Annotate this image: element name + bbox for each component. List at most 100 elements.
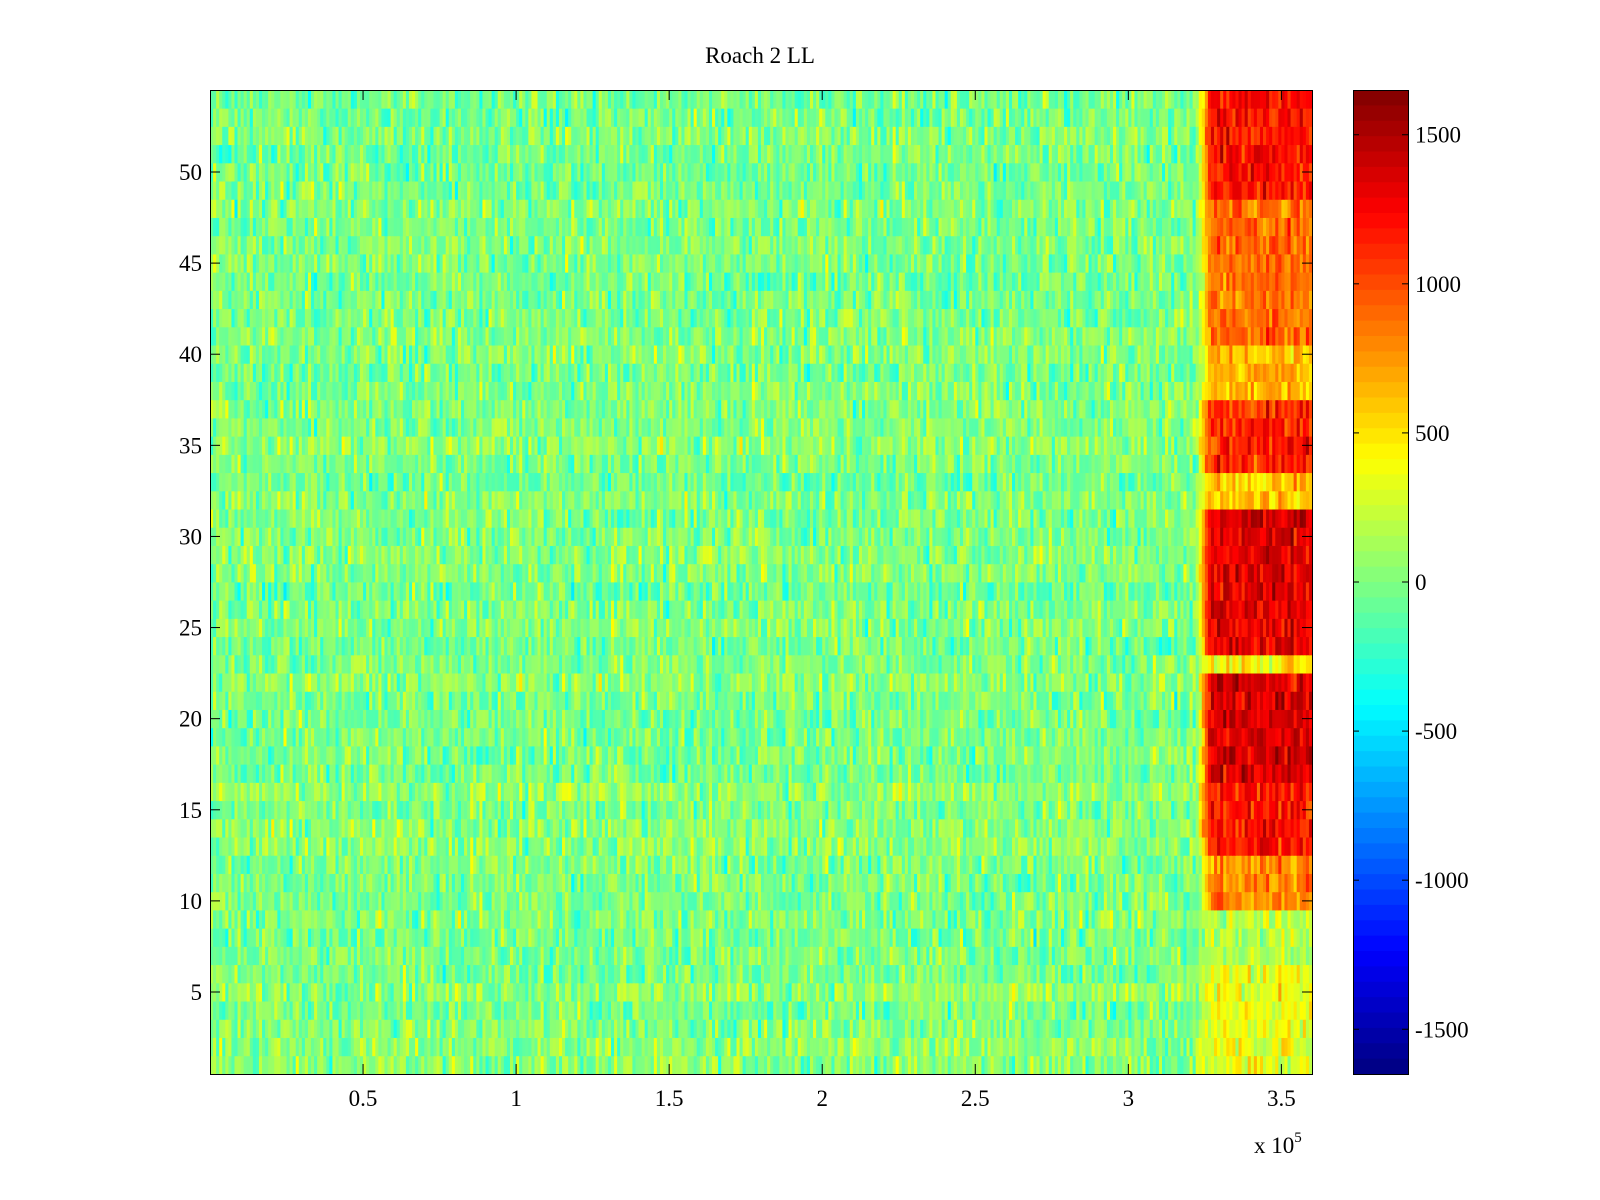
heatmap-cell — [280, 964, 285, 984]
heatmap-cell — [1229, 1037, 1234, 1057]
heatmap-cell — [439, 982, 444, 1002]
heatmap-cell — [681, 928, 686, 947]
heatmap-cell — [402, 1001, 407, 1020]
heatmap-cell — [947, 1019, 952, 1038]
heatmap-cell — [1097, 1055, 1102, 1075]
heatmap-cell — [1226, 982, 1230, 1002]
heatmap-cell — [255, 1037, 260, 1057]
heatmap-cell — [681, 837, 686, 856]
heatmap-cell — [326, 873, 330, 893]
heatmap-cell — [237, 855, 242, 874]
heatmap-cell — [1223, 891, 1227, 911]
heatmap-cell — [598, 1055, 603, 1075]
heatmap-cell — [1189, 891, 1194, 911]
heatmap-cell — [1103, 1001, 1108, 1020]
heatmap-cell — [803, 910, 808, 929]
heatmap-cell — [1158, 946, 1163, 966]
heatmap-cell — [742, 1037, 747, 1057]
heatmap-cell — [1189, 855, 1194, 874]
heatmap-cell — [907, 873, 912, 893]
heatmap-cell — [696, 855, 701, 874]
heatmap-cell — [996, 837, 1001, 856]
heatmap-cell — [1250, 855, 1255, 874]
heatmap-cell — [635, 891, 640, 911]
heatmap-cell — [1284, 964, 1289, 984]
heatmap-cell — [895, 910, 900, 929]
heatmap-cell — [1128, 964, 1132, 984]
heatmap-cell — [485, 964, 490, 984]
heatmap-cell — [537, 1019, 542, 1038]
heatmap-cell — [519, 1019, 523, 1038]
heatmap-cell — [311, 1037, 315, 1057]
heatmap-cell — [1002, 1001, 1007, 1020]
heatmap-cell — [806, 1001, 811, 1020]
heatmap-cell — [424, 1001, 428, 1020]
heatmap-cell — [647, 1055, 652, 1075]
heatmap-cell — [442, 982, 447, 1002]
heatmap-cell — [837, 1055, 842, 1075]
heatmap-cell — [892, 1019, 897, 1038]
heatmap-cell — [1060, 1037, 1065, 1057]
heatmap-cell — [1116, 928, 1120, 947]
heatmap-cell — [473, 873, 477, 893]
heatmap-cell — [534, 1037, 539, 1057]
heatmap-cell — [669, 928, 673, 947]
heatmap-cell — [522, 1001, 526, 1020]
heatmap-cell — [993, 1055, 998, 1075]
heatmap-cell — [730, 982, 735, 1002]
heatmap-cell — [415, 928, 419, 947]
heatmap-cell — [1250, 928, 1255, 947]
heatmap-cell — [889, 946, 894, 966]
heatmap-cell — [1002, 964, 1007, 984]
heatmap-cell — [626, 928, 630, 947]
heatmap-cell — [387, 1001, 392, 1020]
heatmap-cell — [825, 964, 829, 984]
heatmap-cell — [767, 1001, 771, 1020]
heatmap-cell — [1192, 964, 1197, 984]
heatmap-cell — [782, 873, 787, 893]
heatmap-cell — [1146, 891, 1151, 911]
heatmap-cell — [1281, 946, 1286, 966]
heatmap-cell — [733, 964, 738, 984]
heatmap-cell — [1210, 1037, 1215, 1057]
heatmap-cell — [384, 910, 389, 929]
heatmap-cell — [1125, 1001, 1129, 1020]
heatmap-cell — [546, 964, 551, 984]
heatmap-cell — [543, 928, 548, 947]
heatmap-cell — [470, 837, 474, 856]
heatmap-cell — [534, 910, 539, 929]
heatmap-cell — [666, 873, 670, 893]
heatmap-cell — [369, 928, 373, 947]
heatmap-cell — [558, 964, 563, 984]
heatmap-cell — [1308, 1037, 1313, 1057]
heatmap-cell — [935, 891, 940, 911]
heatmap-cell — [947, 855, 952, 874]
heatmap-cell — [813, 1001, 817, 1020]
heatmap-cell — [1275, 928, 1279, 947]
heatmap-cell — [476, 928, 480, 947]
heatmap-cell — [479, 855, 484, 874]
heatmap-cell — [632, 1001, 637, 1020]
heatmap-cell — [788, 946, 793, 966]
heatmap-cell — [219, 1037, 223, 1057]
heatmap-cell — [1165, 928, 1169, 947]
heatmap-cell — [445, 964, 450, 984]
heatmap-cell — [513, 910, 517, 929]
heatmap-cell — [366, 910, 370, 929]
heatmap-cell — [1171, 982, 1175, 1002]
heatmap-cell — [485, 946, 490, 966]
heatmap-cell — [791, 855, 796, 874]
heatmap-cell — [274, 873, 278, 893]
heatmap-cell — [464, 928, 468, 947]
heatmap-cell — [910, 1001, 915, 1020]
heatmap-cell — [809, 964, 814, 984]
heatmap-cell — [568, 1001, 572, 1020]
heatmap-cell — [482, 873, 487, 893]
heatmap-cell — [1241, 891, 1246, 911]
heatmap-cell — [1290, 1037, 1295, 1057]
heatmap-cell — [923, 1037, 927, 1057]
heatmap-cell — [589, 910, 594, 929]
heatmap-cell — [767, 928, 771, 947]
heatmap-cell — [675, 873, 679, 893]
heatmap-cell — [999, 946, 1004, 966]
